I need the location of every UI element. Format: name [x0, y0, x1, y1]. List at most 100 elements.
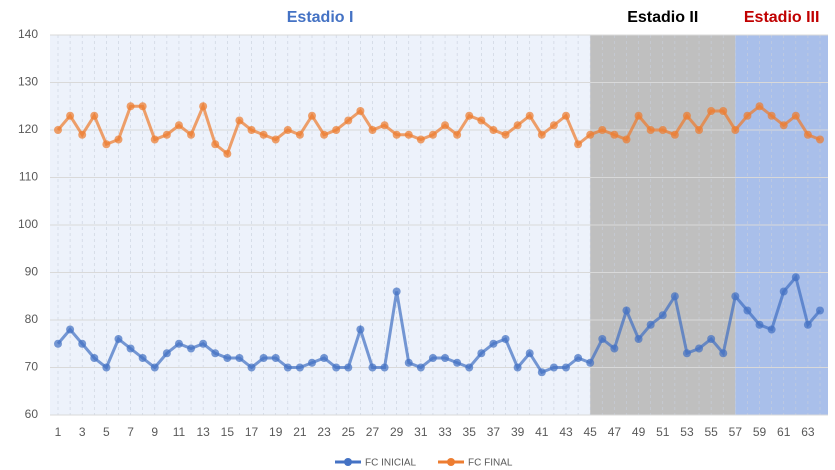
point [211, 349, 220, 358]
y-tick-label: 80 [25, 312, 39, 326]
x-tick-label: 31 [414, 425, 428, 439]
point [78, 130, 87, 139]
x-tick-label: 61 [777, 425, 791, 439]
point [574, 354, 583, 362]
y-tick-label: 140 [18, 27, 38, 41]
point [247, 363, 256, 372]
point [598, 126, 607, 134]
x-tick-label: 33 [438, 425, 452, 439]
point [586, 358, 595, 367]
point [271, 135, 280, 144]
point [489, 339, 498, 348]
point [259, 130, 268, 139]
point [610, 130, 619, 139]
legend-marker [344, 458, 352, 466]
point [658, 126, 667, 134]
legend-marker [447, 458, 455, 466]
point [586, 130, 595, 139]
point [695, 344, 704, 353]
point [344, 116, 353, 125]
point [102, 363, 111, 372]
point [162, 349, 171, 358]
point [223, 149, 232, 158]
point [308, 111, 316, 120]
point [791, 273, 800, 282]
point [537, 368, 546, 377]
point [489, 126, 498, 134]
point [670, 130, 679, 139]
x-tick-label: 25 [342, 425, 356, 439]
point [513, 363, 522, 372]
point [150, 363, 159, 372]
x-tick-label: 37 [487, 425, 501, 439]
point [320, 130, 329, 139]
point [114, 335, 123, 343]
point [332, 126, 341, 134]
point [235, 116, 244, 125]
point [368, 363, 377, 372]
x-tick-label: 7 [127, 425, 134, 439]
point [295, 363, 304, 372]
x-tick-label: 57 [729, 425, 743, 439]
point [816, 306, 824, 315]
point [66, 111, 75, 120]
legend-text: FC FINAL [468, 458, 513, 469]
x-tick-label: 27 [366, 425, 380, 439]
point [102, 140, 111, 149]
point [779, 121, 788, 130]
point [308, 358, 316, 367]
point [670, 292, 679, 301]
x-tick-label: 55 [704, 425, 718, 439]
x-tick-label: 51 [656, 425, 670, 439]
x-tick-label: 39 [511, 425, 525, 439]
point [295, 130, 304, 139]
point [562, 363, 570, 372]
point [731, 292, 740, 301]
point [634, 111, 643, 120]
point [682, 349, 691, 358]
point [259, 354, 268, 362]
x-tick-label: 13 [196, 425, 210, 439]
series-line [56, 101, 821, 157]
x-tick-label: 47 [608, 425, 622, 439]
point [235, 354, 244, 362]
point [54, 339, 62, 348]
point [332, 363, 341, 372]
point [610, 344, 619, 353]
point [513, 121, 522, 130]
y-tick-label: 120 [18, 122, 38, 136]
point [404, 358, 413, 367]
point [743, 111, 752, 120]
y-tick-label: 70 [25, 360, 39, 374]
point [816, 135, 824, 144]
point [126, 102, 135, 111]
point [622, 135, 631, 144]
point [477, 116, 486, 125]
series-line [56, 274, 822, 375]
point [90, 111, 99, 120]
point [150, 135, 159, 144]
point [537, 130, 546, 139]
point [392, 130, 401, 139]
point [682, 111, 691, 120]
point [54, 126, 62, 134]
point [525, 349, 534, 358]
point [477, 349, 486, 358]
x-tick-label: 19 [269, 425, 283, 439]
x-tick-label: 59 [753, 425, 767, 439]
point [767, 111, 776, 120]
point [803, 130, 812, 139]
x-tick-label: 63 [801, 425, 815, 439]
point [803, 320, 812, 329]
point [283, 126, 292, 134]
point [719, 107, 728, 115]
point [344, 363, 353, 372]
point [380, 363, 389, 372]
point [114, 135, 123, 144]
point [356, 107, 365, 115]
point [658, 311, 667, 320]
region-label: Estadio III [744, 9, 820, 26]
point [247, 126, 256, 134]
point [767, 325, 776, 334]
